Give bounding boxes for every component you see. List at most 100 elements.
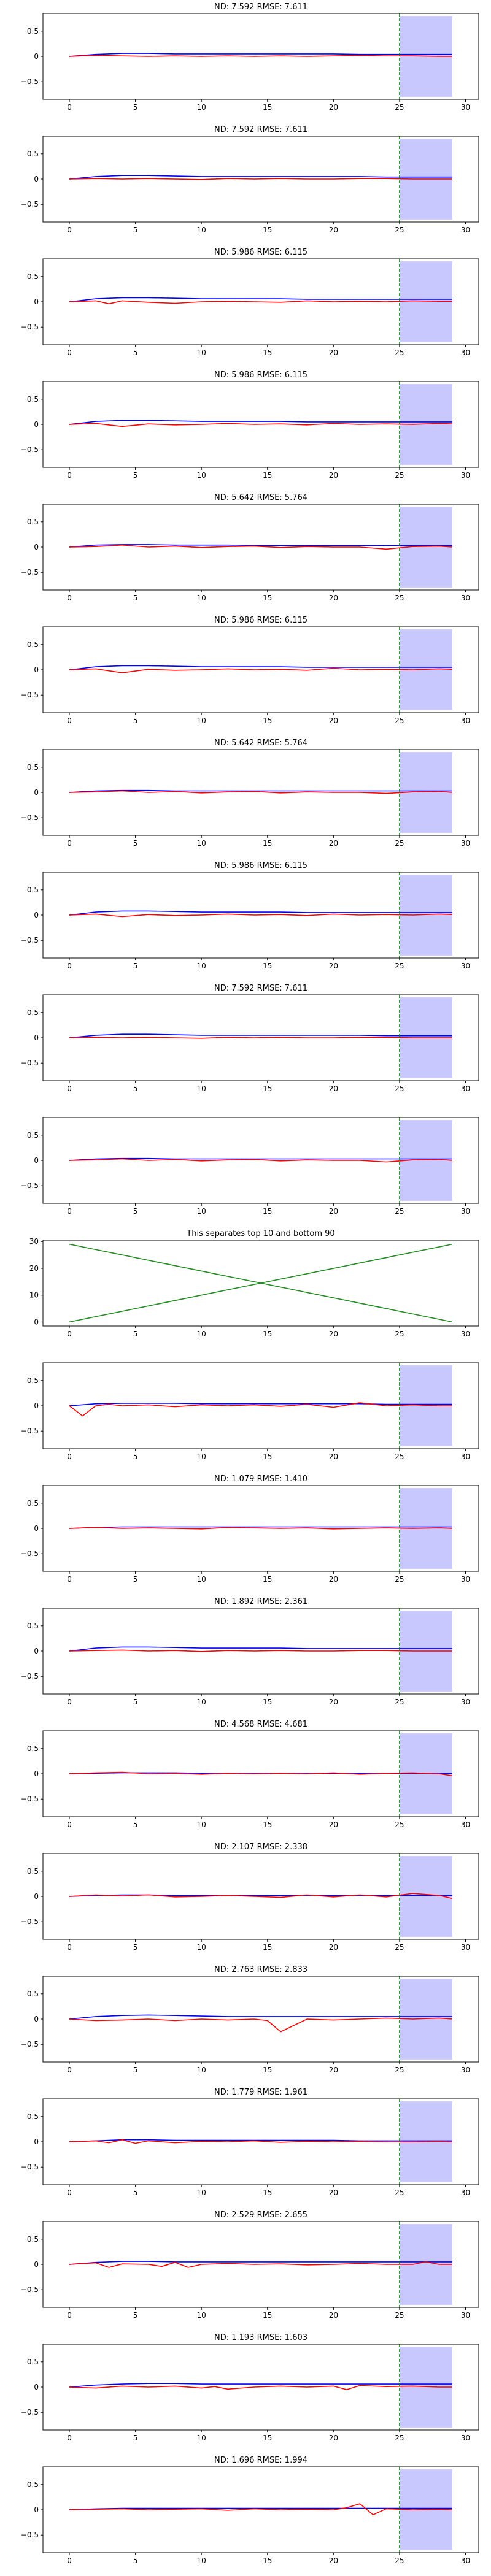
x-tick-label: 30 [461, 594, 470, 602]
panel-title: ND: 5.986 RMSE: 6.115 [214, 370, 307, 380]
y-tick-label: 0 [34, 175, 39, 183]
x-tick-label: 5 [133, 2311, 138, 2320]
x-tick-label: 0 [67, 471, 72, 480]
y-tick-label: 0.5 [27, 1744, 39, 1753]
x-tick-label: 5 [133, 716, 138, 725]
y-tick-label: 0 [34, 2505, 39, 2514]
panel-title: ND: 1.779 RMSE: 1.961 [214, 2088, 307, 2097]
series-line-2 [69, 1243, 453, 1323]
x-tick-label: 5 [133, 2434, 138, 2442]
y-tick-label: −0.5 [21, 813, 39, 822]
panel-title: ND: 7.592 RMSE: 7.611 [214, 2, 307, 12]
y-tick-label: 30 [29, 1237, 39, 1246]
panel-title: ND: 2.529 RMSE: 2.655 [214, 2210, 307, 2220]
panel-title: ND: 5.642 RMSE: 5.764 [214, 493, 307, 502]
y-tick-label: 0 [34, 52, 39, 61]
x-tick-label: 30 [461, 471, 470, 480]
series-line-2 [69, 1037, 452, 1039]
x-tick-label: 25 [395, 2556, 404, 2565]
panel-6: ND: 5.986 RMSE: 6.115 0 5 10 15 20 25 30 −0.5 0 0.… [21, 616, 479, 725]
y-tick-label: 0 [34, 1401, 39, 1410]
y-tick-label: 0.5 [27, 763, 39, 772]
y-tick-label: 0.5 [27, 27, 39, 36]
x-tick-label: 0 [67, 1698, 72, 1706]
x-tick-label: 0 [67, 716, 72, 725]
x-tick-label: 20 [329, 1207, 338, 1216]
y-tick-label: 0.5 [27, 2480, 39, 2489]
x-tick-label: 0 [67, 1330, 72, 1338]
x-tick-label: 30 [461, 716, 470, 725]
x-tick-label: 25 [395, 1820, 404, 1829]
x-tick-label: 20 [329, 103, 338, 112]
panel-4: ND: 5.986 RMSE: 6.115 0 5 10 15 20 25 30 −0.5 0 0.… [21, 370, 479, 480]
x-tick-label: 15 [263, 2066, 272, 2074]
y-tick-label: 0.5 [27, 640, 39, 649]
panel-5: ND: 5.642 RMSE: 5.764 0 5 10 15 20 25 30 −0.5 0 0.… [21, 493, 479, 602]
x-tick-label: 10 [197, 1698, 206, 1706]
series-line-2 [69, 1402, 452, 1417]
x-tick-label: 15 [263, 2556, 272, 2565]
y-tick-label: 0.5 [27, 1867, 39, 1876]
panel-21: ND: 1.696 RMSE: 1.994 0 5 10 15 20 25 30 −0.5 0 0.… [21, 2456, 479, 2565]
x-tick-label: 0 [67, 839, 72, 848]
x-tick-label: 15 [263, 103, 272, 112]
x-tick-label: 15 [263, 2434, 272, 2442]
x-tick-label: 15 [263, 839, 272, 848]
panel-title: ND: 5.986 RMSE: 6.115 [214, 616, 307, 625]
x-tick-label: 25 [395, 348, 404, 357]
series-line-2 [69, 2385, 452, 2390]
x-tick-label: 25 [395, 1452, 404, 1461]
series-line-2 [69, 1771, 453, 1777]
x-tick-label: 15 [263, 1943, 272, 1952]
x-tick-label: 30 [461, 2556, 470, 2565]
y-tick-label: 0.5 [27, 1376, 39, 1385]
panel-title: ND: 1.079 RMSE: 1.410 [214, 1474, 307, 1484]
y-tick-label: 0 [34, 1317, 39, 1326]
y-tick-label: 0.5 [27, 150, 39, 158]
x-tick-label: 20 [329, 1820, 338, 1829]
panel-14: ND: 1.892 RMSE: 2.361 0 5 10 15 20 25 30 −0.5 0 0.… [21, 1597, 479, 1706]
panel-title: ND: 2.107 RMSE: 2.338 [214, 1842, 307, 1852]
x-tick-label: 5 [133, 2556, 138, 2565]
panel-18: ND: 1.779 RMSE: 1.961 0 5 10 15 20 25 30 −0.5 0 0.… [21, 2088, 479, 2197]
y-tick-label: 0 [34, 1892, 39, 1901]
x-tick-label: 0 [67, 962, 72, 970]
y-tick-label: 0.5 [27, 1008, 39, 1017]
x-tick-label: 10 [197, 2556, 206, 2565]
series-line-2 [69, 55, 452, 57]
y-tick-label: 0.5 [27, 886, 39, 894]
x-tick-label: 15 [263, 1084, 272, 1093]
x-tick-label: 15 [263, 348, 272, 357]
x-tick-label: 10 [197, 226, 206, 234]
panel-2: ND: 7.592 RMSE: 7.611 0 5 10 15 20 25 30 −0.5 0 0.… [21, 125, 479, 234]
x-tick-label: 5 [133, 103, 138, 112]
x-tick-label: 15 [263, 471, 272, 480]
x-tick-label: 5 [133, 1698, 138, 1706]
x-tick-label: 10 [197, 716, 206, 725]
x-tick-label: 15 [263, 1452, 272, 1461]
x-tick-label: 15 [263, 1207, 272, 1216]
x-tick-label: 30 [461, 103, 470, 112]
y-tick-label: 10 [29, 1291, 39, 1300]
x-tick-label: 10 [197, 471, 206, 480]
x-tick-label: 15 [263, 1698, 272, 1706]
x-tick-label: 0 [67, 348, 72, 357]
y-tick-label: 0.5 [27, 2112, 39, 2121]
x-tick-label: 5 [133, 2066, 138, 2074]
x-tick-label: 10 [197, 2188, 206, 2197]
panel-9: ND: 7.592 RMSE: 7.611 0 5 10 15 20 25 30 −0.5 0 0.… [21, 984, 479, 1093]
x-tick-label: 20 [329, 471, 338, 480]
y-tick-label: −0.5 [21, 2040, 39, 2049]
x-tick-label: 25 [395, 594, 404, 602]
x-tick-label: 20 [329, 1698, 338, 1706]
y-tick-label: −0.5 [21, 691, 39, 699]
series-line-2 [69, 1527, 453, 1530]
series-line-2 [69, 423, 453, 427]
x-tick-label: 0 [67, 1820, 72, 1829]
x-tick-label: 10 [197, 348, 206, 357]
y-tick-label: −0.5 [21, 2285, 39, 2294]
y-tick-label: −0.5 [21, 1672, 39, 1681]
x-tick-label: 5 [133, 1820, 138, 1829]
x-tick-label: 30 [461, 1084, 470, 1093]
